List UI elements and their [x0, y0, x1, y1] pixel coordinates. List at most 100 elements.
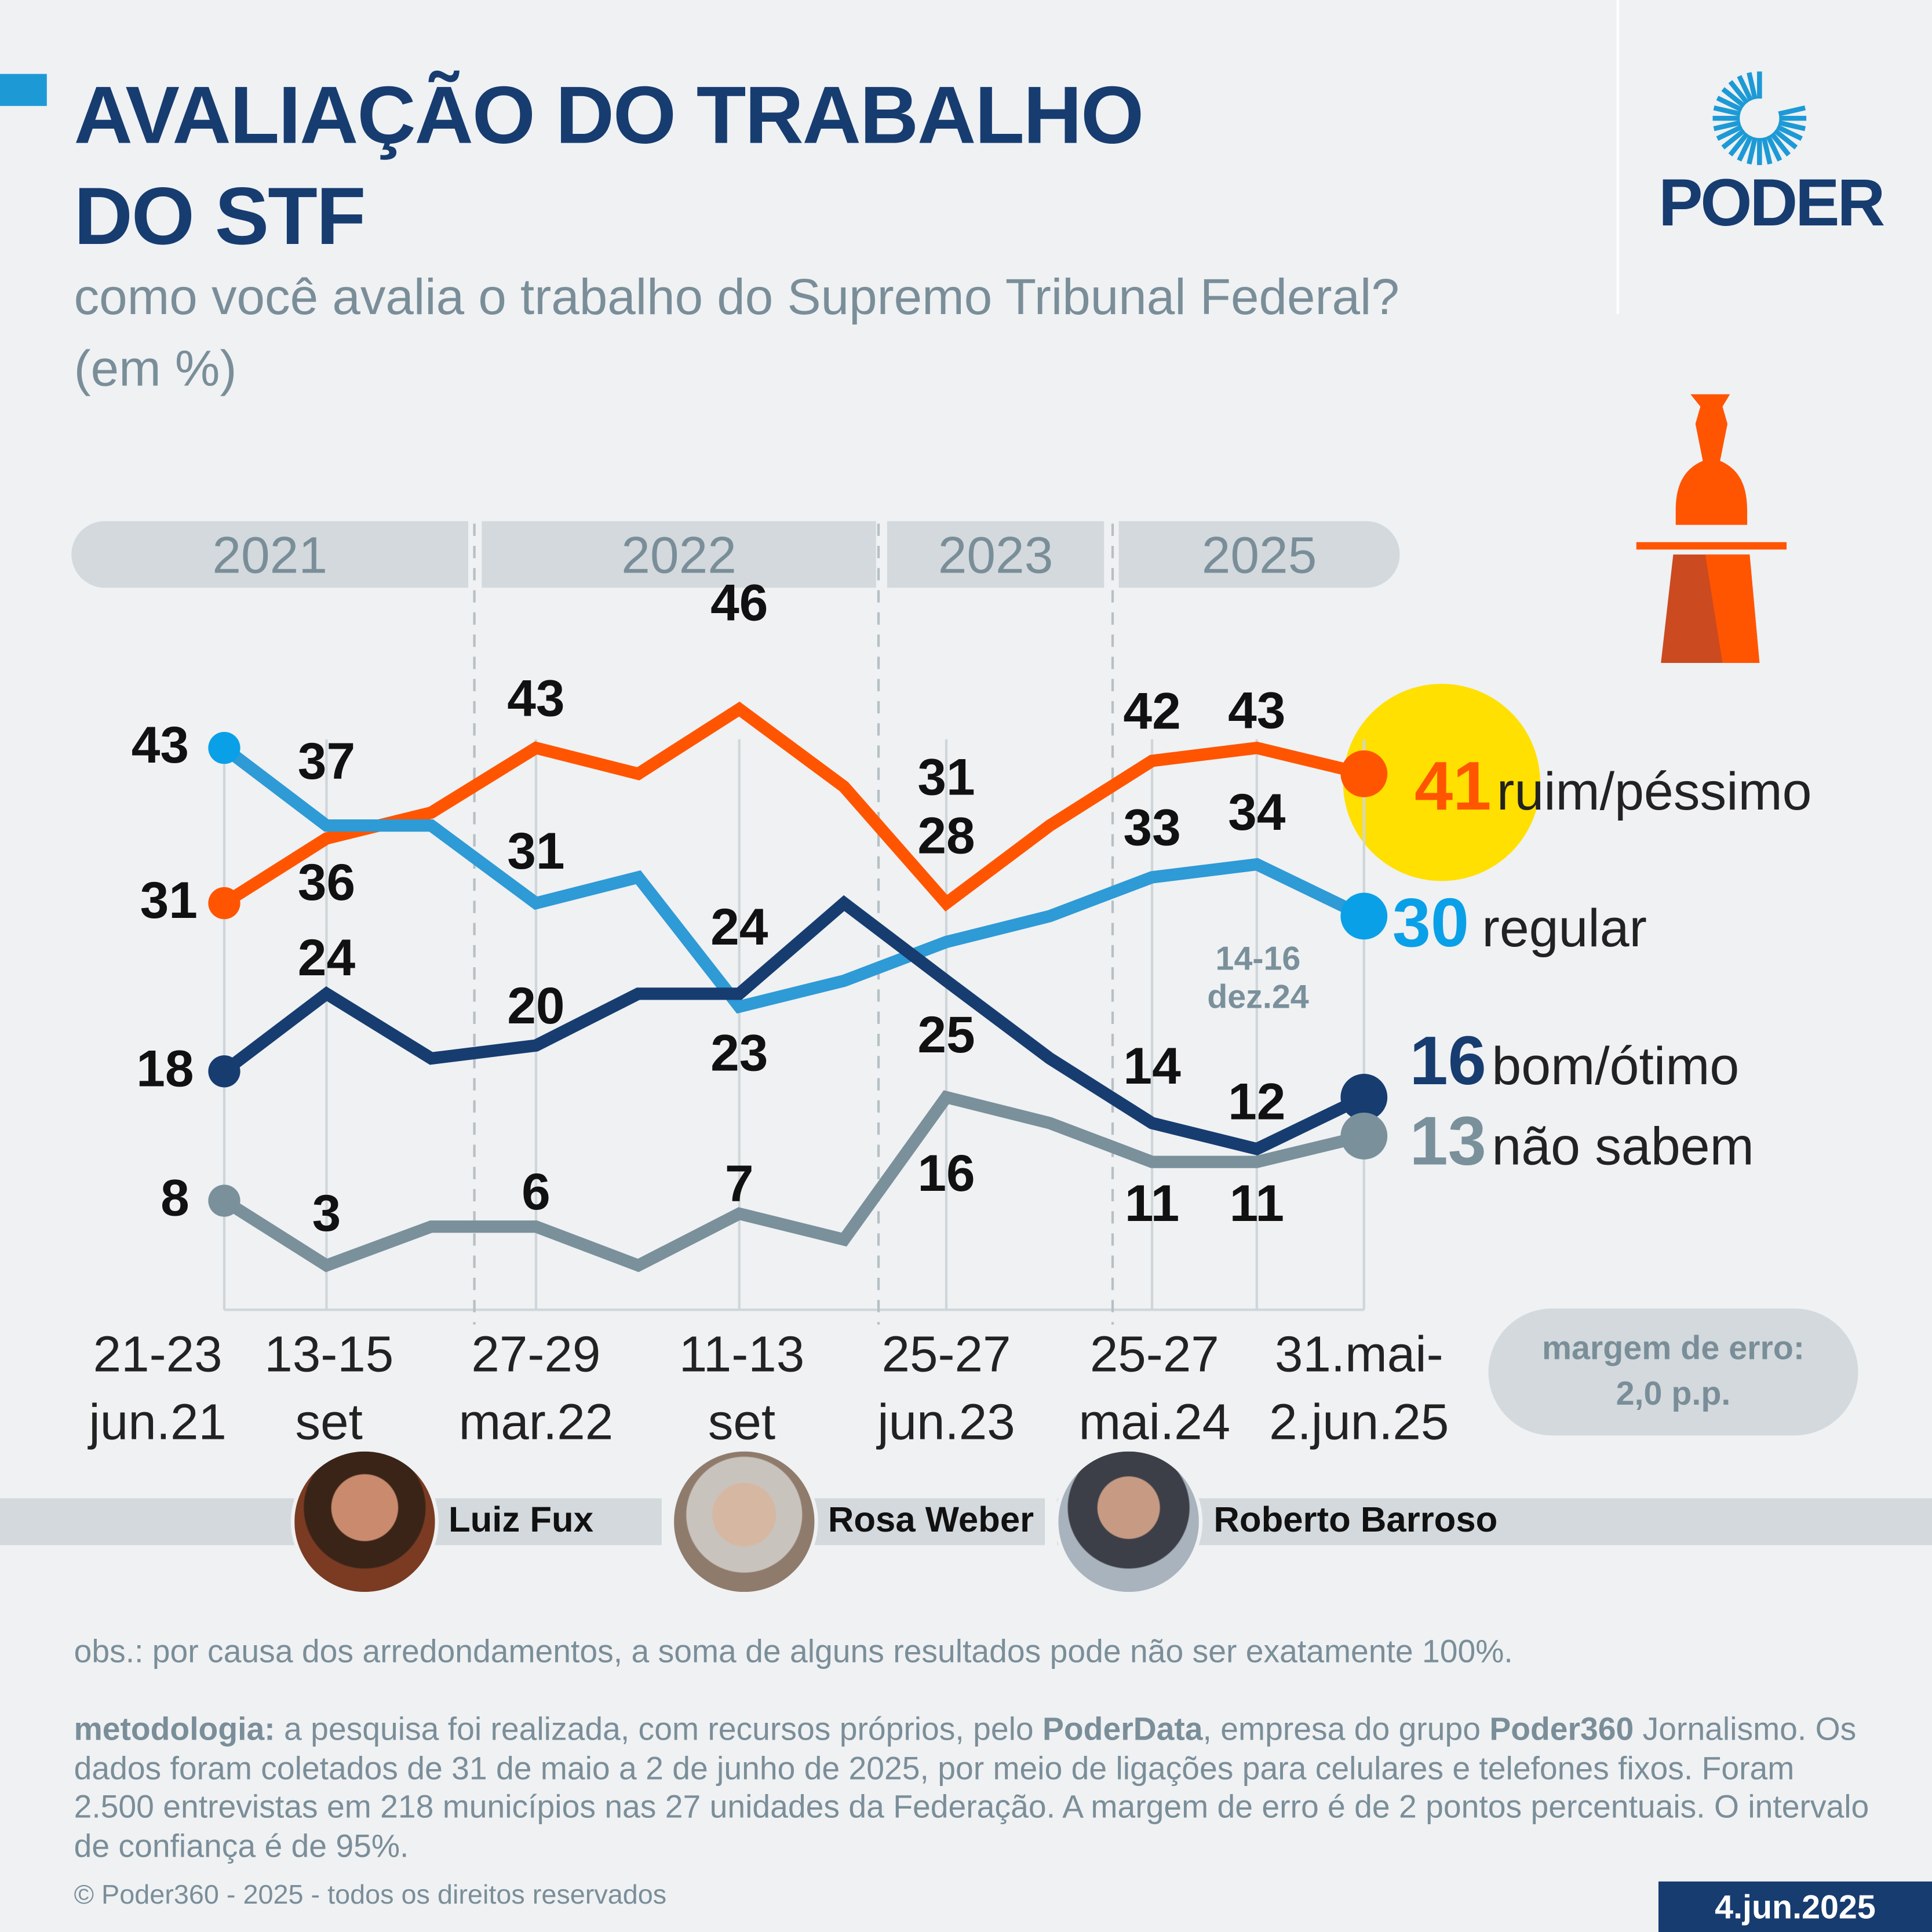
data-label: 11 [1125, 1174, 1179, 1232]
start-point [208, 1184, 240, 1217]
annotation-date: dez.24 [1207, 978, 1309, 1015]
president-name: Rosa Weber [828, 1500, 1034, 1540]
divider [1616, 0, 1619, 315]
data-label: 31 [140, 871, 198, 929]
year-label: 2023 [887, 521, 1104, 588]
sun-ray [1716, 125, 1743, 141]
data-label: 25 [917, 1005, 975, 1063]
publish-date: 4.jun.2025 [1658, 1881, 1932, 1932]
sun-ray [1721, 129, 1746, 150]
year-label: 2021 [71, 521, 468, 588]
avatar-roberto-barroso [1055, 1448, 1203, 1596]
data-label: 3 [312, 1184, 341, 1242]
methodology-note: metodologia: a pesquisa foi realizada, c… [74, 1710, 1869, 1864]
start-point [208, 887, 240, 920]
justice-statue-icon [1636, 394, 1787, 663]
data-label: 20 [507, 976, 564, 1034]
start-point [208, 732, 240, 764]
subtitle: como você avalia o trabalho do Supremo T… [74, 268, 1399, 397]
annotation-date: 14-16 [1216, 940, 1301, 977]
sun-ray [1737, 134, 1754, 162]
x-tick-line: 25-27 [881, 1325, 1011, 1383]
series-line-1 [220, 743, 1367, 1014]
end-point [1340, 892, 1388, 940]
legend-bom: 16 bom/ótimo [1409, 1021, 1740, 1099]
x-tick-label: 25-27 jun.23 [848, 1321, 1045, 1456]
sun-ray [1747, 72, 1758, 100]
margin-of-error-badge: margem de erro: 2,0 p.p. [1488, 1308, 1858, 1436]
sun-ray [1721, 87, 1746, 108]
data-label: 33 [1123, 799, 1180, 856]
data-label: 36 [298, 853, 355, 911]
x-tick-label: 27-29 mar.22 [438, 1321, 635, 1456]
data-label: 7 [725, 1154, 754, 1212]
x-tick-line: 13-15 [264, 1325, 394, 1383]
x-tick-label: 13-15 set [231, 1321, 428, 1456]
logo: PODER [1658, 166, 1885, 240]
data-label: 31 [507, 822, 564, 880]
sun-ray [1737, 75, 1754, 102]
sun-ray [1716, 96, 1743, 112]
legend-ruim: 41 ruim/péssimo [1414, 746, 1812, 825]
legend-regular: 30 regular [1392, 883, 1647, 961]
sunburst-logo-icon [1712, 71, 1807, 165]
x-tick-line: 11-13 [679, 1325, 805, 1383]
x-tick-label: 11-13 set [643, 1321, 840, 1456]
highlight-circle [1343, 684, 1540, 881]
data-label: 14 [1123, 1037, 1181, 1095]
sun-ray [1766, 134, 1782, 162]
data-label: 28 [917, 806, 975, 864]
x-tick-line: mai.24 [1078, 1393, 1231, 1450]
x-tick-line: set [708, 1393, 776, 1450]
sun-ray [1713, 120, 1741, 132]
x-tick-line: 31.mai- [1274, 1325, 1443, 1383]
sun-ray [1761, 137, 1773, 165]
sun-ray [1773, 129, 1798, 150]
sun-ray [1747, 137, 1758, 165]
series-line-3 [221, 1090, 1366, 1273]
year-label: 2025 [1118, 521, 1400, 588]
data-label: 43 [132, 716, 189, 774]
data-label: 37 [298, 732, 355, 790]
data-label: 24 [710, 898, 768, 956]
page-title: AVALIAÇÃO DO TRABALHO DO STF [74, 69, 1144, 261]
sun-ray [1778, 105, 1806, 116]
x-tick-line: mar.22 [458, 1393, 614, 1450]
x-tick-line: 21-23 [93, 1325, 223, 1383]
end-point [1340, 1113, 1388, 1160]
x-tick-label: 25-27 mai.24 [1056, 1321, 1253, 1456]
sun-ray [1770, 132, 1791, 156]
data-label: 43 [507, 669, 564, 727]
data-label: 8 [161, 1169, 189, 1227]
data-label: 16 [917, 1144, 975, 1202]
x-tick-line: jun.23 [877, 1393, 1015, 1450]
avatar-rosa-weber [670, 1448, 818, 1596]
x-tick-line: 2.jun.25 [1269, 1393, 1449, 1450]
sun-ray [1728, 132, 1749, 156]
avatar-luiz-fux [290, 1448, 439, 1596]
end-point [1340, 750, 1388, 797]
x-tick-line: 25-27 [1089, 1325, 1219, 1383]
sun-ray [1776, 125, 1803, 141]
data-label: 6 [522, 1162, 551, 1220]
president-name: Roberto Barroso [1213, 1500, 1498, 1540]
x-tick-label: 21-23 jun.21 [59, 1321, 256, 1456]
data-label: 43 [1228, 681, 1285, 739]
x-tick-line: set [295, 1393, 363, 1450]
sun-ray [1713, 105, 1741, 116]
series-line-2 [220, 895, 1367, 1155]
copyright: © Poder360 - 2025 - todos os direitos re… [74, 1879, 667, 1910]
year-label: 2022 [482, 521, 876, 588]
data-label: 23 [710, 1024, 768, 1082]
data-label: 18 [136, 1039, 194, 1097]
sun-ray [1728, 80, 1749, 105]
series-line-0 [221, 701, 1366, 912]
data-label: 24 [298, 928, 356, 986]
x-tick-line: jun.21 [89, 1393, 227, 1450]
data-label: 31 [917, 748, 975, 805]
x-tick-line: 27-29 [471, 1325, 601, 1383]
end-point [1340, 1074, 1388, 1121]
data-label: 12 [1228, 1073, 1285, 1131]
